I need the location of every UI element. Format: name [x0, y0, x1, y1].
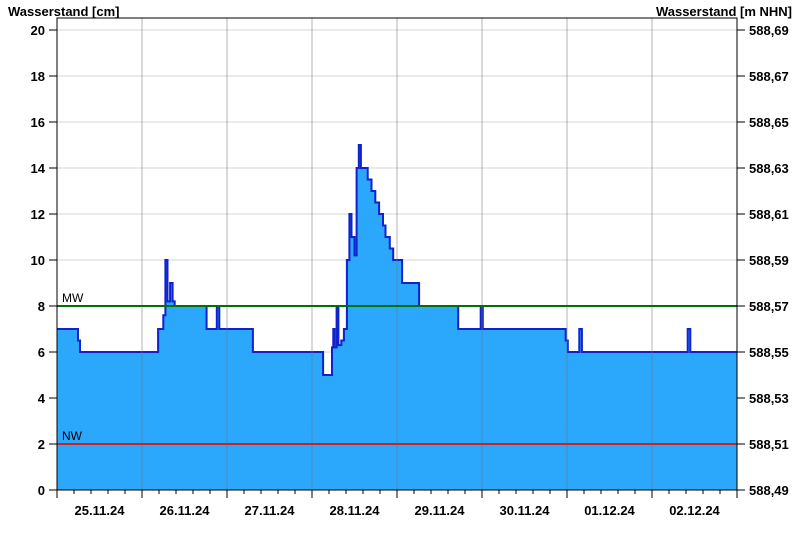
right-tick-label: 588,63 [749, 161, 789, 176]
x-date-label: 27.11.24 [245, 503, 296, 518]
x-date-label: 01.12.24 [584, 503, 635, 518]
x-date-label: 25.11.24 [75, 503, 126, 518]
left-tick-label: 2 [38, 437, 45, 452]
right-axis-title: Wasserstand [m NHN] [655, 4, 792, 19]
right-tick-label: 588,55 [749, 345, 789, 360]
left-tick-label: 20 [31, 23, 45, 38]
right-tick-label: 588,57 [749, 299, 789, 314]
left-tick-label: 0 [38, 483, 45, 498]
left-tick-label: 12 [31, 207, 45, 222]
x-date-label: 29.11.24 [415, 503, 466, 518]
mw-label: MW [62, 291, 84, 305]
x-date-label: 02.12.24 [669, 503, 720, 518]
x-date-label: 30.11.24 [500, 503, 551, 518]
right-tick-label: 588,59 [749, 253, 789, 268]
right-tick-label: 588,65 [749, 115, 789, 130]
x-date-label: 28.11.24 [330, 503, 381, 518]
nw-label: NW [62, 429, 83, 443]
left-tick-label: 8 [38, 299, 45, 314]
left-tick-label: 18 [31, 69, 45, 84]
left-tick-label: 16 [31, 115, 45, 130]
left-tick-label: 14 [31, 161, 46, 176]
left-tick-label: 6 [38, 345, 45, 360]
right-tick-label: 588,67 [749, 69, 789, 84]
right-tick-label: 588,53 [749, 391, 789, 406]
right-tick-label: 588,69 [749, 23, 789, 38]
left-tick-label: 4 [38, 391, 46, 406]
water-level-line [57, 144, 737, 376]
x-date-label: 26.11.24 [160, 503, 211, 518]
left-axis-title: Wasserstand [cm] [8, 4, 120, 19]
right-tick-label: 588,49 [749, 483, 789, 498]
left-tick-label: 10 [31, 253, 45, 268]
right-tick-label: 588,51 [749, 437, 789, 452]
right-tick-label: 588,61 [749, 207, 789, 222]
